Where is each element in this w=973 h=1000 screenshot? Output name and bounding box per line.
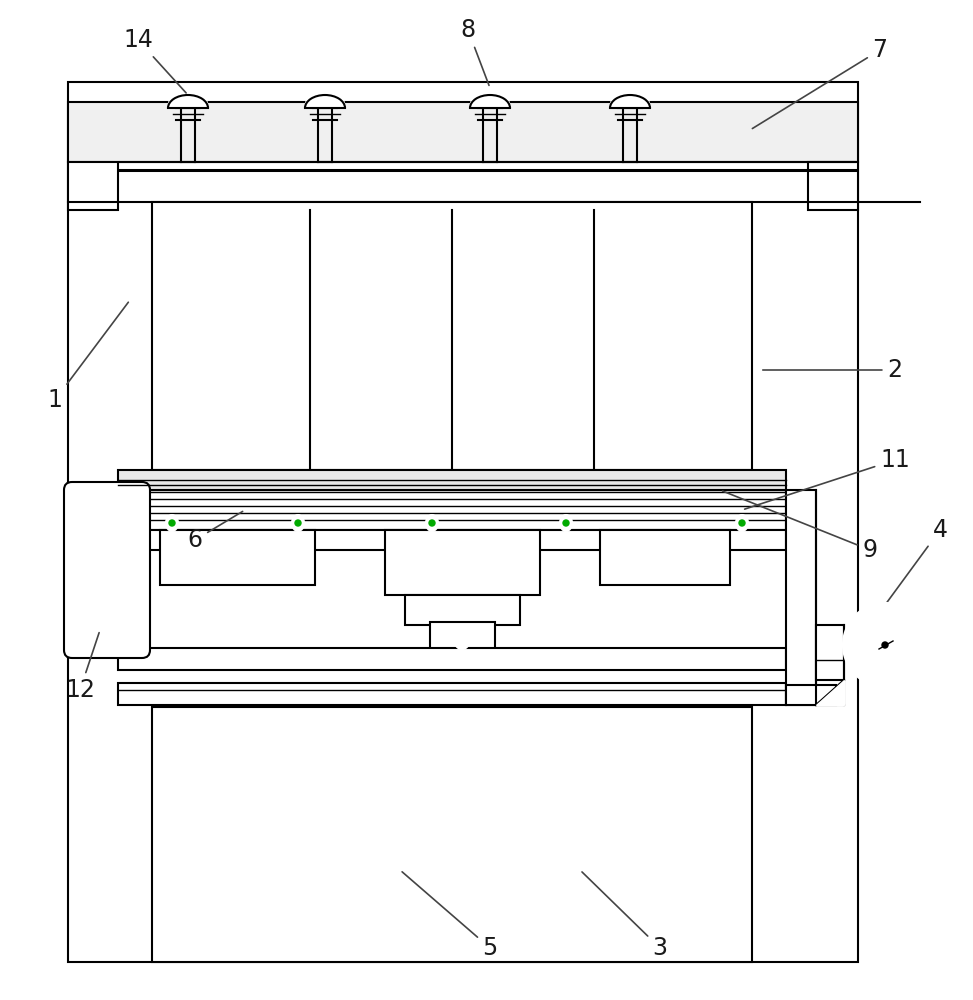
Bar: [68, 102, 858, 162]
Bar: [118, 683, 786, 705]
Ellipse shape: [292, 515, 304, 531]
Bar: [385, 530, 540, 595]
Bar: [118, 470, 786, 490]
Wedge shape: [305, 88, 345, 108]
Text: 12: 12: [65, 633, 99, 702]
Ellipse shape: [166, 515, 178, 531]
Bar: [786, 490, 816, 705]
Wedge shape: [610, 88, 650, 108]
Circle shape: [295, 520, 301, 526]
Ellipse shape: [426, 515, 438, 531]
Bar: [118, 648, 786, 670]
Text: 14: 14: [123, 28, 186, 93]
Bar: [600, 530, 730, 585]
Bar: [68, 162, 118, 210]
FancyBboxPatch shape: [64, 482, 150, 658]
Circle shape: [861, 621, 909, 669]
Bar: [118, 530, 786, 550]
Bar: [405, 595, 520, 625]
Text: 2: 2: [763, 358, 903, 382]
Bar: [786, 685, 836, 705]
Bar: [118, 490, 786, 530]
Circle shape: [869, 629, 901, 661]
Wedge shape: [470, 88, 510, 108]
Ellipse shape: [560, 515, 572, 531]
Ellipse shape: [736, 515, 748, 531]
Text: 6: 6: [188, 511, 242, 552]
Circle shape: [455, 635, 469, 649]
Text: 11: 11: [744, 448, 910, 509]
Circle shape: [563, 520, 569, 526]
Bar: [808, 162, 858, 210]
Wedge shape: [168, 88, 208, 108]
Text: 3: 3: [582, 872, 667, 960]
Circle shape: [843, 603, 927, 687]
Circle shape: [876, 636, 894, 654]
Text: 5: 5: [402, 872, 497, 960]
Bar: [430, 622, 495, 650]
Polygon shape: [816, 680, 844, 705]
Text: 8: 8: [460, 18, 489, 85]
Circle shape: [739, 520, 745, 526]
Bar: [152, 202, 752, 470]
Circle shape: [429, 520, 435, 526]
Text: 1: 1: [48, 302, 128, 412]
Bar: [68, 82, 858, 962]
Text: 7: 7: [752, 38, 887, 129]
Text: 9: 9: [723, 491, 878, 562]
Bar: [160, 530, 315, 585]
Circle shape: [169, 520, 175, 526]
Circle shape: [852, 612, 918, 678]
Bar: [152, 707, 752, 962]
Text: 4: 4: [886, 518, 948, 603]
Circle shape: [882, 642, 888, 648]
Bar: [816, 625, 844, 680]
